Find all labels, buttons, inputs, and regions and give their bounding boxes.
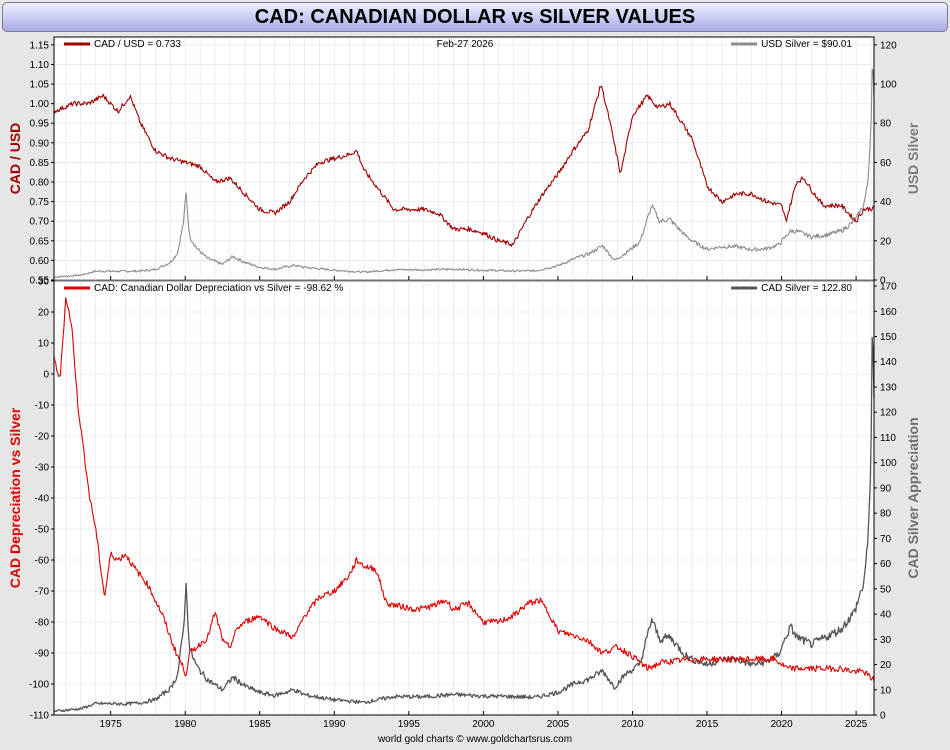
left-tick-label: -40: [35, 494, 50, 505]
right-tick-label: 120: [880, 408, 897, 419]
chart-title-bar: CAD: CANADIAN DOLLAR vs SILVER VALUES: [2, 2, 948, 32]
legend-label-left: CAD / USD = 0.733: [94, 39, 181, 50]
right-tick-label: 20: [880, 236, 892, 247]
left-tick-label: -30: [35, 463, 50, 474]
left-tick-label: 0.95: [30, 119, 50, 130]
x-tick-label: 1990: [323, 719, 346, 730]
right-tick-label: 130: [880, 382, 897, 393]
x-tick-label: 1985: [249, 719, 272, 730]
x-tick-label: 2010: [621, 719, 644, 730]
right-tick-label: 100: [880, 80, 897, 91]
right-tick-label: 120: [880, 40, 897, 51]
right-tick-label: 0: [880, 711, 886, 722]
series-line-cad-depreciation-vs-silver: [53, 297, 875, 683]
left-tick-label: 0.60: [30, 256, 50, 267]
x-tick-label: 1995: [398, 719, 421, 730]
panel-bottom: 3020100-10-20-30-40-50-60-70-80-90-100-1…: [7, 277, 921, 731]
right-tick-label: 20: [880, 660, 892, 671]
x-tick-label: 2005: [547, 719, 570, 730]
left-tick-label: -100: [29, 680, 49, 691]
left-tick-label: -20: [35, 432, 50, 443]
x-tick-label: 2020: [770, 719, 793, 730]
legend-label-left: CAD: Canadian Dollar Depreciation vs Sil…: [94, 283, 343, 294]
left-axis-title: CAD Depreciation vs Silver: [7, 407, 23, 588]
panel-top: 1.15 1.10 1.05 1.00 0.95 0.90 0.85 0.80 0.75 0.70…: [7, 36, 921, 287]
left-tick-label: -70: [35, 587, 50, 598]
left-tick-label: 20: [38, 308, 50, 319]
left-tick-label: 0.65: [30, 236, 50, 247]
left-tick-label: 0.85: [30, 158, 50, 169]
left-tick-label: -60: [35, 556, 50, 567]
left-tick-label: 1.05: [30, 80, 50, 91]
series-line-cad-usd: [53, 85, 875, 247]
left-tick-label: 0.70: [30, 217, 50, 228]
left-tick-label: 30: [38, 277, 50, 288]
left-tick-label: 1.10: [30, 60, 50, 71]
date-label: Feb-27 2026: [437, 39, 494, 50]
x-tick-label: 1980: [174, 719, 197, 730]
right-tick-label: 60: [880, 158, 892, 169]
chart-title: CAD: CANADIAN DOLLAR vs SILVER VALUES: [254, 6, 696, 28]
right-tick-label: 80: [880, 509, 892, 520]
left-tick-label: -110: [30, 711, 50, 722]
right-tick-label: 80: [880, 119, 892, 130]
right-tick-label: 100: [880, 458, 897, 469]
right-tick-label: 10: [880, 685, 892, 696]
right-tick-label: 0: [880, 276, 886, 287]
right-tick-label: 40: [880, 610, 892, 621]
left-tick-label: 10: [38, 339, 50, 350]
x-tick-label: 2015: [696, 719, 719, 730]
footer-credit: world gold charts © www.goldchartsrus.co…: [377, 734, 573, 745]
right-tick-label: 30: [880, 635, 892, 646]
left-tick-label: 0.55: [30, 276, 50, 287]
x-tick-label: 2000: [472, 719, 495, 730]
right-tick-label: 170: [880, 282, 897, 293]
left-tick-label: -50: [35, 525, 50, 536]
left-tick-label: 0: [43, 370, 49, 381]
right-tick-label: 60: [880, 559, 892, 570]
left-tick-label: 0.90: [30, 138, 50, 149]
right-tick-label: 40: [880, 197, 892, 208]
left-tick-label: 0.75: [30, 197, 50, 208]
right-tick-label: 90: [880, 483, 892, 494]
left-tick-label: -90: [35, 649, 50, 660]
legend-label-right: USD Silver = $90.01: [761, 39, 852, 50]
right-axis-title: CAD Silver Appreciation: [905, 417, 921, 578]
legend-label-right: CAD Silver = 122.80: [761, 283, 852, 294]
right-tick-label: 150: [880, 332, 897, 343]
right-tick-label: 50: [880, 584, 892, 595]
plot-frame: [53, 36, 875, 716]
right-axis-title: USD Silver: [905, 122, 921, 194]
right-tick-label: 160: [880, 307, 897, 318]
right-tick-label: 70: [880, 534, 892, 545]
left-tick-label: -80: [35, 618, 50, 629]
left-tick-label: 0.80: [30, 178, 50, 189]
x-tick-label: 1975: [100, 719, 123, 730]
left-tick-label: -10: [35, 401, 50, 412]
left-axis-title: CAD / USD: [7, 123, 23, 195]
x-tick-label: 2025: [845, 719, 868, 730]
left-tick-label: 1.15: [30, 40, 50, 51]
series-line-usd-silver: [53, 68, 875, 279]
right-tick-label: 140: [880, 357, 897, 368]
right-tick-label: 110: [880, 433, 896, 444]
left-tick-label: 1.00: [30, 99, 50, 110]
